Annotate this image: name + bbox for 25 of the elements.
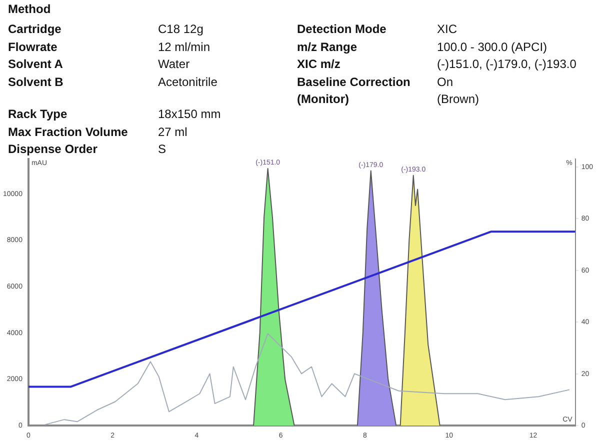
text: 12 ml/min xyxy=(158,38,212,56)
text: Flowrate xyxy=(8,38,58,56)
text: XIC xyxy=(437,21,458,38)
text: Method xyxy=(8,2,52,16)
text: (Brown) xyxy=(437,91,480,108)
text: Rack Type xyxy=(8,106,68,123)
text: Dispense Order xyxy=(8,141,98,158)
text: S xyxy=(158,141,168,158)
text: Detection Mode xyxy=(297,21,388,38)
text: Max Fraction Volume xyxy=(8,124,129,140)
text: XIC m/z xyxy=(297,56,342,73)
text: On xyxy=(437,74,454,90)
text: 27 ml xyxy=(158,124,188,140)
text: (-)151.0, (-)179.0, (-)193.0 xyxy=(437,56,578,73)
text: Acetonitrile xyxy=(158,74,218,90)
text: Solvent B xyxy=(8,74,64,90)
text: (Monitor) xyxy=(297,91,350,108)
text: 100.0 - 300.0 (APCI) xyxy=(437,38,548,56)
text: Baseline Correction xyxy=(297,74,412,90)
text: Cartridge xyxy=(8,21,62,38)
text: 18x150 mm xyxy=(158,106,222,123)
text: Solvent A xyxy=(8,56,64,73)
text: m/z Range xyxy=(297,38,358,56)
text: C18 12g xyxy=(158,21,204,38)
text: Water xyxy=(158,56,191,73)
